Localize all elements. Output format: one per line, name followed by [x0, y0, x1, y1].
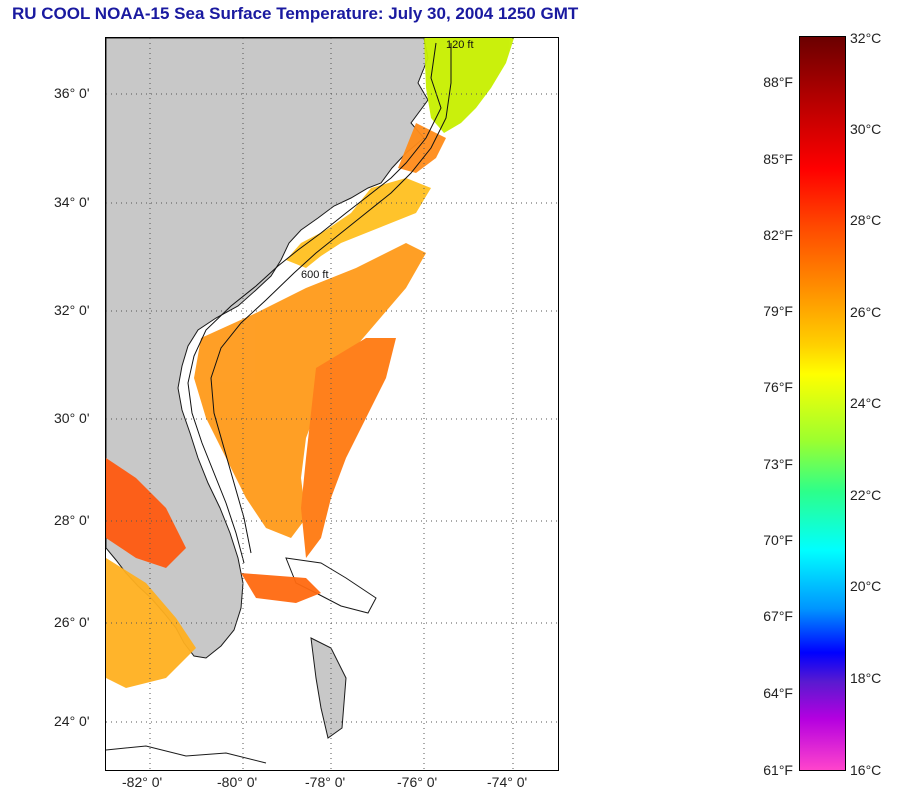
- contour-label-120: 120 ft: [446, 39, 474, 51]
- colorbar-f-label: 79°F: [763, 303, 793, 319]
- lon-label: -82° 0': [122, 774, 163, 790]
- colorbar-f-label: 82°F: [763, 227, 793, 243]
- colorbar-f-label: 67°F: [763, 608, 793, 624]
- sst-swath: [106, 38, 514, 688]
- colorbar-c-label: 26°C: [850, 304, 882, 320]
- colorbar-c-label: 18°C: [850, 670, 882, 686]
- temperature-colorbar: [799, 36, 846, 771]
- colorbar-f-label: 76°F: [763, 379, 793, 395]
- colorbar-f-label: 88°F: [763, 74, 793, 90]
- sst-map: 120 ft 600 ft: [105, 37, 559, 771]
- lat-label: 34° 0': [54, 194, 90, 210]
- colorbar-c-label: 24°C: [850, 395, 882, 411]
- lon-label: -78° 0': [305, 774, 346, 790]
- map-canvas: 120 ft 600 ft: [106, 38, 558, 770]
- colorbar-f-label: 70°F: [763, 532, 793, 548]
- isobath-600ft: [210, 43, 452, 554]
- colorbar-f-label: 73°F: [763, 456, 793, 472]
- lon-label: -80° 0': [217, 774, 258, 790]
- lon-label: -76° 0': [397, 774, 438, 790]
- lat-label: 30° 0': [54, 410, 90, 426]
- colorbar-c-label: 16°C: [850, 762, 882, 778]
- colorbar-c-label: 32°C: [850, 30, 882, 46]
- colorbar-f-label: 85°F: [763, 151, 793, 167]
- graticule: [106, 38, 558, 770]
- colorbar-f-label: 61°F: [763, 762, 793, 778]
- isobath-120ft: [187, 42, 442, 564]
- bahamas-island: [310, 637, 347, 739]
- colorbar-c-label: 28°C: [850, 212, 882, 228]
- colorbar-c-label: 22°C: [850, 487, 882, 503]
- page-title: RU COOL NOAA-15 Sea Surface Temperature:…: [12, 4, 579, 23]
- colorbar-f-label: 64°F: [763, 685, 793, 701]
- colorbar-c-label: 20°C: [850, 578, 882, 594]
- lat-label: 24° 0': [54, 713, 90, 729]
- cuba-coast: [106, 745, 267, 764]
- lat-label: 32° 0': [54, 302, 90, 318]
- lat-label: 26° 0': [54, 614, 90, 630]
- colorbar-c-label: 30°C: [850, 121, 882, 137]
- lat-label: 36° 0': [54, 85, 90, 101]
- contour-label-600: 600 ft: [301, 269, 329, 281]
- lat-label: 28° 0': [54, 512, 90, 528]
- lon-label: -74° 0': [487, 774, 528, 790]
